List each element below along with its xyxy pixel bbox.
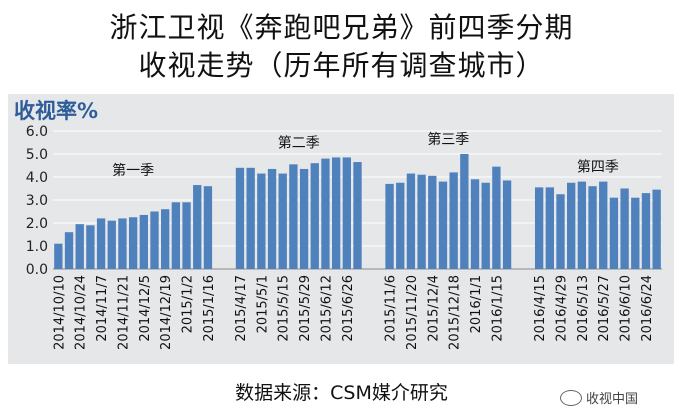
x-tick-label: 2015/12/4	[426, 275, 441, 342]
x-tick-label: 2015/11/20	[405, 275, 420, 350]
x-tick-label: 2015/1/16	[202, 275, 217, 342]
bar	[502, 180, 512, 269]
bar	[310, 163, 319, 269]
bar	[54, 243, 63, 269]
bar	[470, 179, 480, 269]
x-tick-label: 2015/5/15	[277, 275, 292, 342]
bar	[64, 232, 74, 269]
bar	[385, 183, 394, 269]
bar	[620, 188, 629, 269]
bar	[449, 172, 458, 269]
x-tick-label: 2015/5/29	[298, 275, 313, 342]
bar	[460, 154, 469, 269]
data-source: 数据来源：CSM媒介研究	[235, 382, 448, 404]
y-tick-label: 1.0	[26, 239, 48, 255]
bar	[406, 173, 416, 269]
x-tick-label: 2014/11/21	[116, 275, 131, 350]
chart-title-line1: 浙江卫视《奔跑吧兄弟》前四季分期	[109, 11, 574, 44]
x-tick-label: 2014/11/7	[95, 275, 110, 342]
bar	[652, 189, 661, 269]
bar	[353, 162, 362, 269]
y-tick-label: 4.0	[26, 170, 48, 186]
bar	[577, 181, 587, 269]
bar	[299, 168, 309, 269]
bar	[396, 182, 405, 269]
bar	[481, 182, 490, 269]
wechat-icon	[560, 389, 582, 406]
bar	[161, 209, 170, 269]
watermark-text: 收视中国	[586, 392, 639, 407]
bar	[246, 167, 255, 269]
bar	[257, 173, 266, 269]
bar	[545, 187, 554, 269]
x-tick-label: 2014/10/10	[52, 275, 67, 350]
bar	[609, 197, 619, 269]
bar	[86, 225, 95, 269]
y-axis-label: 收视率%	[14, 99, 99, 123]
bar	[278, 173, 287, 269]
bar	[417, 174, 426, 269]
bar	[438, 181, 448, 269]
bar	[534, 187, 544, 269]
bar	[428, 175, 437, 269]
bar	[588, 186, 597, 269]
season-label: 第一季	[112, 162, 154, 179]
y-tick-label: 2.0	[26, 216, 48, 232]
x-tick-label: 2016/1/1	[469, 275, 484, 333]
x-tick-label: 2014/12/19	[159, 275, 174, 350]
x-tick-label: 2014/12/5	[138, 275, 153, 342]
bar	[267, 168, 277, 269]
x-tick-label: 2016/4/29	[555, 275, 570, 342]
bar	[128, 217, 138, 269]
x-tick-label: 2016/6/24	[640, 275, 655, 342]
bar	[599, 181, 608, 269]
bar	[321, 158, 330, 269]
x-tick-label: 2016/1/15	[490, 275, 505, 342]
x-tick-label: 2015/4/17	[234, 275, 249, 342]
x-tick-label: 2015/1/2	[181, 275, 196, 333]
chart-title-line2: 收视走势（历年所有调查城市）	[138, 49, 545, 82]
bar	[75, 224, 84, 269]
x-tick-label: 2016/4/15	[533, 275, 548, 342]
bar	[107, 220, 116, 269]
x-tick-label: 2015/12/18	[448, 275, 463, 350]
y-tick-label: 6.0	[26, 124, 48, 140]
bar	[96, 218, 106, 269]
bar	[235, 167, 245, 269]
y-tick-label: 5.0	[26, 147, 48, 163]
bar	[193, 185, 202, 269]
bar	[150, 211, 159, 269]
bar	[492, 166, 501, 269]
bar	[289, 164, 298, 269]
x-tick-label: 2016/5/13	[576, 275, 591, 342]
bar	[118, 218, 127, 269]
x-tick-label: 2015/11/6	[384, 275, 399, 342]
bar	[203, 186, 213, 269]
season-label: 第二季	[278, 134, 320, 151]
bar	[567, 182, 576, 269]
bar	[182, 202, 191, 269]
y-tick-label: 0.0	[26, 262, 48, 278]
x-tick-label: 2014/10/24	[74, 275, 89, 350]
bar	[641, 193, 651, 269]
bar	[139, 214, 148, 269]
bar	[342, 157, 351, 269]
x-tick-label: 2015/6/12	[319, 275, 334, 342]
season-label: 第三季	[427, 131, 469, 148]
bar	[171, 202, 181, 269]
season-label: 第四季	[577, 159, 619, 176]
y-tick-label: 3.0	[26, 193, 48, 209]
bar	[631, 197, 640, 269]
watermark: 收视中国	[560, 388, 638, 407]
x-tick-label: 2016/5/27	[597, 275, 612, 342]
bar	[556, 194, 565, 269]
bar	[331, 157, 341, 269]
x-tick-label: 2016/6/10	[619, 275, 634, 342]
x-tick-label: 2015/6/26	[341, 275, 356, 342]
x-tick-label: 2015/5/1	[255, 275, 270, 333]
